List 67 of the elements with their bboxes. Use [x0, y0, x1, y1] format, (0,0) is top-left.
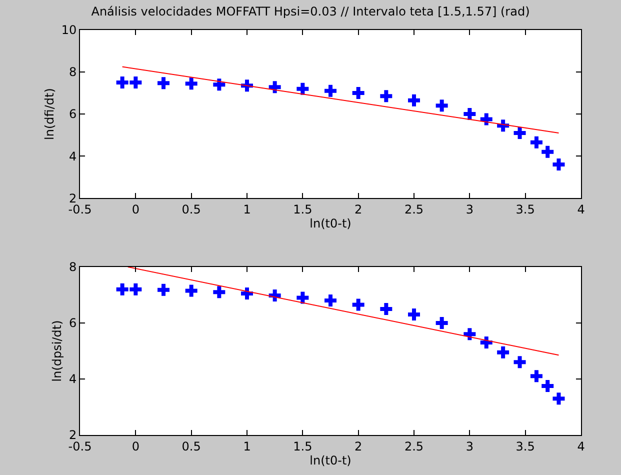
- point: [464, 328, 476, 340]
- point: [480, 113, 492, 126]
- x-tick-label: 3: [466, 439, 474, 454]
- point: [514, 126, 526, 139]
- point: [116, 76, 128, 89]
- point: [480, 336, 492, 349]
- point: [408, 308, 420, 321]
- x-tick-label: 4: [577, 202, 585, 216]
- x-tick-label: 3.5: [516, 439, 535, 454]
- x-tick-label: 2: [354, 439, 362, 454]
- point: [324, 84, 336, 97]
- point: [552, 392, 565, 405]
- x-axis-title: ln(t0-t): [310, 453, 352, 468]
- point: [268, 81, 281, 94]
- point: [497, 346, 510, 358]
- x-tick-label: 1.5: [293, 439, 312, 454]
- point: [158, 284, 170, 296]
- x-tick-label: 2: [354, 202, 362, 216]
- point: [352, 298, 364, 311]
- point: [514, 356, 526, 368]
- chart-title: Análisis velocidades MOFFATT Hpsi=0.03 // Intervalo teta [1.5,1.57] (rad): [91, 4, 530, 19]
- point: [116, 283, 128, 296]
- x-tick-label: 3.5: [516, 202, 535, 216]
- point: [296, 292, 309, 304]
- y-tick-label: 4: [68, 149, 77, 164]
- x-tick-label: 1: [243, 202, 251, 216]
- y-axis-title: ln(dpsi/dt): [50, 320, 64, 382]
- x-tick-label: 4: [577, 439, 585, 454]
- x-tick-label: 0.5: [182, 439, 201, 454]
- point: [213, 286, 226, 298]
- y-tick-label: 8: [68, 260, 77, 274]
- x-tick-label: 0.5: [182, 202, 201, 216]
- point: [530, 370, 542, 382]
- point: [380, 302, 392, 315]
- point: [213, 78, 226, 91]
- x-axis-title: ln(t0-t): [310, 216, 352, 230]
- point: [380, 90, 392, 102]
- x-tick-label: 2.5: [404, 202, 424, 216]
- point: [158, 77, 170, 90]
- point: [436, 100, 448, 112]
- point: [324, 294, 336, 307]
- point: [464, 108, 476, 120]
- y-tick-label: 6: [68, 107, 77, 122]
- y-tick-label: 10: [61, 23, 77, 38]
- x-tick-label: 3: [466, 202, 474, 216]
- point: [542, 146, 554, 158]
- point: [185, 78, 198, 90]
- y-tick-label: 8: [68, 65, 77, 80]
- x-tick-label: 1.5: [293, 202, 312, 216]
- point: [542, 380, 554, 392]
- point: [130, 283, 142, 296]
- point: [352, 87, 364, 100]
- x-tick-label: 2.5: [404, 439, 424, 454]
- y-tick-label: 4: [68, 372, 77, 386]
- x-tick-label: 0: [132, 439, 140, 454]
- point: [408, 94, 420, 106]
- x-tick-label: 0: [132, 202, 140, 216]
- point: [130, 76, 142, 89]
- point: [436, 316, 448, 329]
- y-axis-title: ln(dfi/dt): [42, 88, 57, 140]
- point: [530, 136, 542, 148]
- y-tick-label: 6: [68, 316, 77, 330]
- x-tick-label: 1: [243, 439, 251, 454]
- point: [185, 284, 198, 297]
- point: [552, 158, 565, 170]
- point: [296, 82, 309, 95]
- point: [241, 288, 253, 300]
